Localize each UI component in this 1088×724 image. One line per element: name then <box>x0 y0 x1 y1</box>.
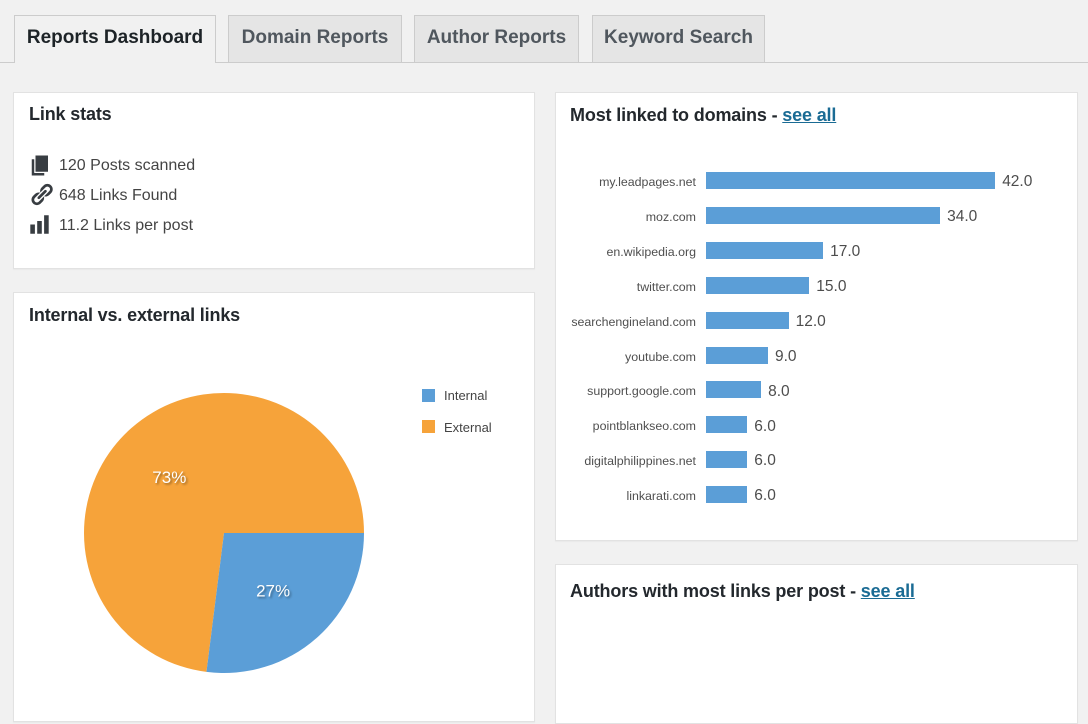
svg-text:27%: 27% <box>256 582 290 601</box>
svg-text:73%: 73% <box>152 468 186 487</box>
